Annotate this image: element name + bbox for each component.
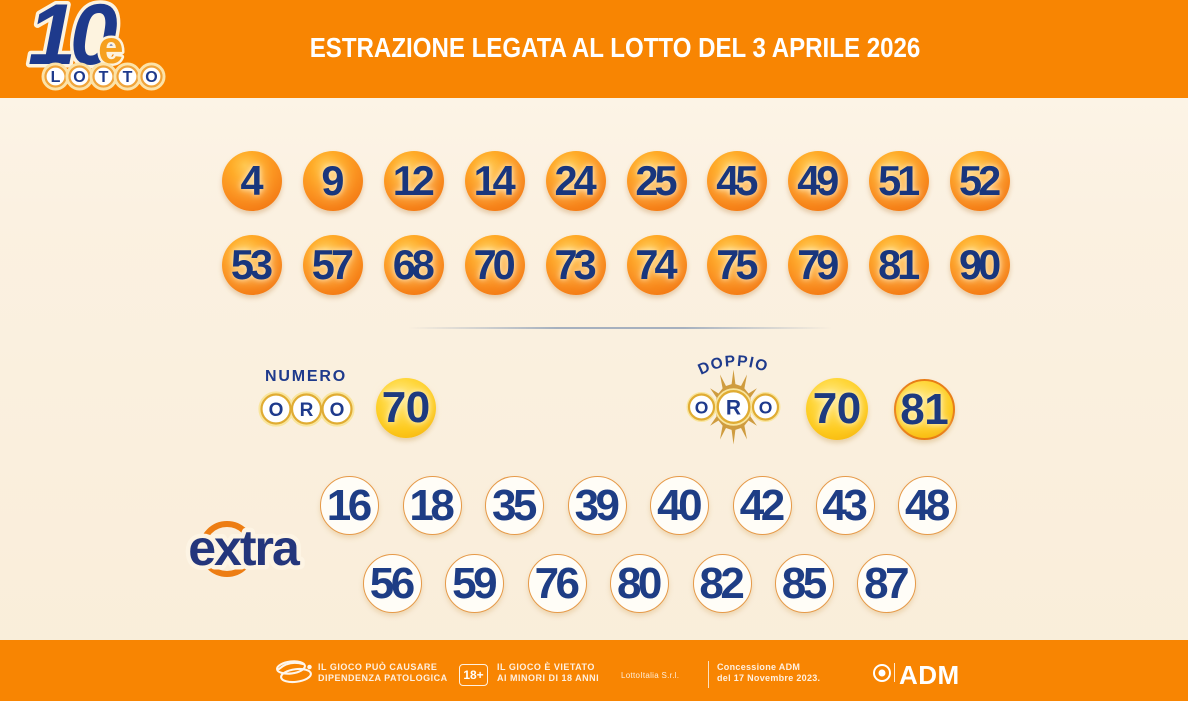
svg-text:T: T [123, 69, 133, 86]
svg-text:O: O [145, 69, 157, 86]
svg-text:T: T [99, 69, 109, 86]
svg-text:O: O [330, 400, 345, 421]
svg-text:O: O [695, 398, 709, 418]
svg-text:R: R [726, 397, 741, 420]
svg-text:R: R [300, 400, 314, 421]
svg-text:extra: extra [188, 520, 301, 576]
svg-text:O: O [269, 400, 284, 421]
svg-text:O: O [73, 69, 85, 86]
svg-text:L: L [51, 69, 61, 86]
svg-text:O: O [759, 398, 773, 418]
